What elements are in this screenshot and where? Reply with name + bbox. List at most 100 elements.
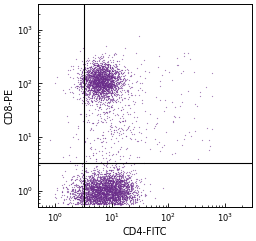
Point <box>87 92 91 96</box>
Point <box>77 192 81 196</box>
Point <box>108 179 112 183</box>
Point <box>110 195 114 199</box>
Point <box>108 173 112 177</box>
Point <box>97 190 101 194</box>
Point <box>109 189 113 193</box>
Point <box>102 84 106 88</box>
Point <box>97 191 101 195</box>
Point <box>97 73 101 77</box>
Point <box>104 81 108 85</box>
Point <box>120 202 124 206</box>
Point <box>103 81 107 85</box>
Point <box>95 120 99 124</box>
Point <box>125 196 129 200</box>
Point <box>92 87 96 90</box>
Point <box>94 195 98 199</box>
Point <box>82 184 86 188</box>
Point <box>124 179 128 183</box>
Point <box>116 92 121 96</box>
Point <box>92 68 96 72</box>
Point <box>92 187 96 191</box>
Point <box>98 69 102 73</box>
Point <box>108 187 112 191</box>
Point <box>81 62 86 66</box>
Point <box>106 187 110 191</box>
Point <box>123 182 127 186</box>
Point <box>94 181 98 185</box>
Point <box>91 171 95 175</box>
Point <box>114 84 119 88</box>
Point <box>97 198 101 202</box>
Point <box>101 85 105 89</box>
Point <box>106 73 110 76</box>
Point <box>120 184 124 188</box>
Point <box>104 187 108 191</box>
Point <box>121 193 125 196</box>
Point <box>122 177 126 181</box>
Point <box>100 79 104 83</box>
Point <box>111 67 115 71</box>
Point <box>96 76 100 80</box>
Point <box>89 181 93 185</box>
Point <box>129 181 133 185</box>
Point <box>118 178 122 181</box>
Point <box>103 87 107 91</box>
Point <box>104 183 108 187</box>
Point <box>102 192 106 196</box>
Point <box>116 194 120 197</box>
Point <box>108 188 112 192</box>
Point <box>103 82 107 86</box>
Point <box>122 185 126 188</box>
Point <box>123 196 127 200</box>
Point <box>82 184 86 188</box>
Point <box>119 203 123 207</box>
Point <box>110 103 114 107</box>
Point <box>100 66 104 69</box>
Point <box>102 85 106 89</box>
Point <box>97 186 101 190</box>
Point <box>102 84 106 88</box>
Point <box>94 96 98 100</box>
Point <box>77 126 81 130</box>
Point <box>108 76 112 80</box>
Point <box>105 84 109 88</box>
Point <box>87 202 91 206</box>
Point <box>119 191 123 195</box>
Point <box>172 114 176 118</box>
Point <box>135 200 139 204</box>
Point <box>92 191 97 195</box>
Point <box>97 77 101 81</box>
Point <box>96 187 100 190</box>
Point <box>106 85 110 89</box>
Point <box>108 188 112 192</box>
Point <box>83 198 87 202</box>
Point <box>107 183 111 187</box>
Point <box>88 197 92 201</box>
Point <box>116 179 120 183</box>
Point <box>100 64 104 68</box>
Point <box>108 189 112 193</box>
Point <box>106 183 110 187</box>
Point <box>117 196 121 200</box>
Point <box>104 74 109 77</box>
Point <box>208 144 212 148</box>
Point <box>119 168 123 172</box>
Point <box>125 187 129 191</box>
Point <box>96 84 100 88</box>
Point <box>98 103 102 107</box>
Point <box>100 82 104 86</box>
Point <box>123 184 127 188</box>
Point <box>94 183 99 187</box>
Point <box>96 87 100 90</box>
Point <box>99 68 103 72</box>
Point <box>94 188 98 192</box>
Point <box>107 85 111 89</box>
Point <box>113 192 117 196</box>
Point <box>115 174 119 178</box>
Point <box>108 180 112 183</box>
Point <box>81 179 85 183</box>
Point <box>84 81 88 85</box>
Point <box>120 184 124 188</box>
Point <box>92 87 96 91</box>
Point <box>116 192 120 195</box>
